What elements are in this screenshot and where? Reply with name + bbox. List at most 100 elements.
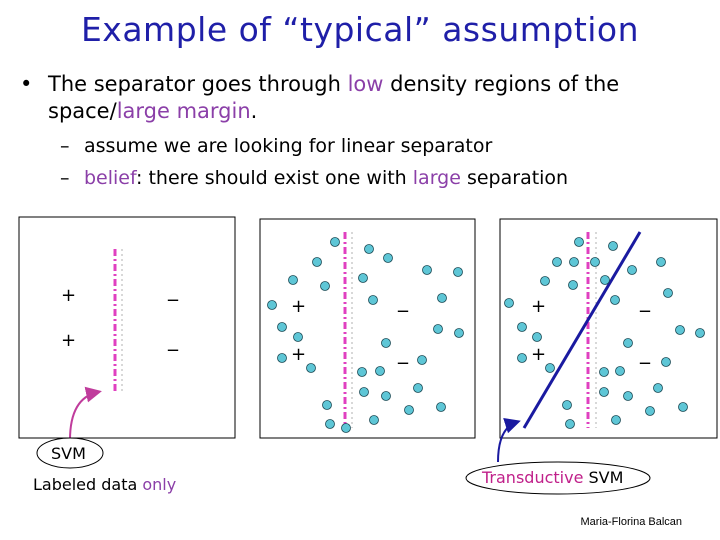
highlight-low: low [347,72,384,96]
unlabeled-point [608,241,618,251]
unlabeled-point [357,367,367,377]
minus-label: _ [397,288,409,312]
plus-label: + [61,285,76,306]
highlight-large: large [412,167,461,189]
sub-bullet-marker: – [60,167,70,189]
unlabeled-point [627,265,637,275]
highlight-belief: belief [84,167,137,189]
bullet-text-d: . [250,99,258,123]
unlabeled-point [330,237,340,247]
unlabeled-point [288,275,298,285]
unlabeled-point [341,423,351,433]
unlabeled-points [267,237,464,433]
unlabeled-point [383,253,393,263]
plus-label: + [531,344,546,365]
unlabeled-point [422,265,432,275]
unlabeled-point [568,280,578,290]
sub-bullet-2-text: belief: there should exist one with larg… [84,166,568,190]
unlabeled-point [453,267,463,277]
tsvm-svm: SVM [583,468,624,487]
unlabeled-point [413,383,423,393]
sub-bullet-text-end: separation [460,167,569,189]
minus-label: _ [639,288,651,312]
unlabeled-point [656,257,666,267]
sub-bullet-2: – [60,166,70,190]
unlabeled-point [293,332,303,342]
minus-label: _ [167,327,179,351]
minus-label: _ [167,277,179,301]
unlabeled-point [381,391,391,401]
unlabeled-point [454,328,464,338]
unlabeled-point [369,415,379,425]
tsvm-oval [465,461,651,495]
unlabeled-point [540,276,550,286]
unlabeled-point [599,367,609,377]
unlabeled-point [517,353,527,363]
tsvm-arrow [497,417,521,463]
bullet-1: • [20,71,32,98]
unlabeled-point [404,405,414,415]
unlabeled-point [590,257,600,267]
tsvm-separator-line [522,231,642,429]
unlabeled-point [552,257,562,267]
unlabeled-point [504,298,514,308]
unlabeled-point [364,244,374,254]
unlabeled-point [277,353,287,363]
minus-label: _ [397,340,409,364]
slide-title: Example of “typical” assumption [80,10,640,49]
unlabeled-point [358,273,368,283]
bullet-text-a: The separator goes through [48,72,348,96]
unlabeled-point [653,383,663,393]
unlabeled-point [663,288,673,298]
unlabeled-point [368,295,378,305]
unlabeled-point [312,257,322,267]
sub-bullet-text: assume we are looking for linear separat… [84,135,493,157]
unlabeled-point [433,324,443,334]
plus-label: + [291,296,306,317]
unlabeled-point [517,322,527,332]
caption-text: Labeled data [33,475,143,494]
unlabeled-point [565,419,575,429]
unlabeled-point [375,366,385,376]
unlabeled-point [532,332,542,342]
bullet-1-line-1: The separator goes through low density r… [48,71,619,98]
unlabeled-point [623,391,633,401]
plus-label: + [61,330,76,351]
unlabeled-points [504,237,705,429]
sub-bullet-1: – [60,134,70,158]
unlabeled-point [661,357,671,367]
unlabeled-point [678,402,688,412]
unlabeled-point [623,338,633,348]
unlabeled-point [610,295,620,305]
labeled-data-caption: Labeled data only [33,475,176,494]
unlabeled-point [545,363,555,373]
unlabeled-point [675,325,685,335]
tsvm-transductive: Transductive [482,468,584,487]
unlabeled-point [611,415,621,425]
unlabeled-point [695,328,705,338]
sub-bullet-marker: – [60,135,70,157]
unlabeled-point [569,257,579,267]
unlabeled-point [267,300,277,310]
unlabeled-point [306,363,316,373]
svm-arrow [69,386,102,441]
unlabeled-point [359,387,369,397]
plus-label: + [291,344,306,365]
unlabeled-point [325,419,335,429]
unlabeled-point [574,237,584,247]
unlabeled-point [320,281,330,291]
panel-labeled [18,216,236,439]
unlabeled-point [645,406,655,416]
plus-label: + [531,296,546,317]
credit: Maria-Florina Balcan [580,516,682,528]
unlabeled-point [381,338,391,348]
svm-oval [36,437,104,469]
unlabeled-point [322,400,332,410]
sub-bullet-text: : there should exist one with [136,167,413,189]
unlabeled-point [436,402,446,412]
sub-bullet-1-text: assume we are looking for linear separat… [84,134,492,158]
unlabeled-point [600,275,610,285]
bullet-text-b: density regions of the [383,72,620,96]
tsvm-label: Transductive SVM [482,468,623,487]
